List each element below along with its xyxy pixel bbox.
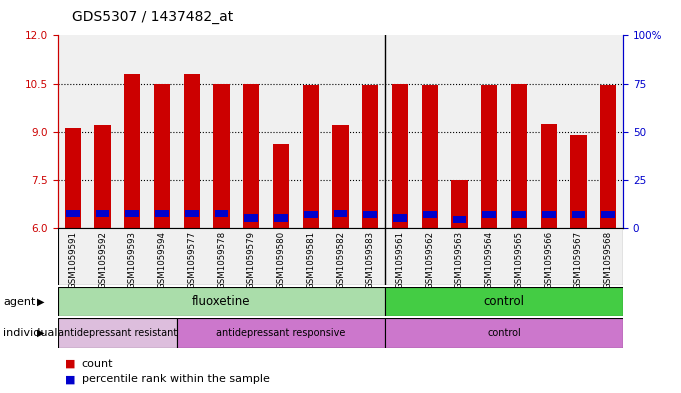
- Text: antidepressant resistant: antidepressant resistant: [58, 328, 177, 338]
- Text: count: count: [82, 358, 113, 369]
- Text: GDS5307 / 1437482_at: GDS5307 / 1437482_at: [72, 10, 233, 24]
- Bar: [58, 318, 177, 348]
- Text: agent: agent: [3, 297, 36, 307]
- Bar: [511, 83, 527, 228]
- Bar: [453, 216, 466, 223]
- Text: GSM1059583: GSM1059583: [366, 231, 375, 289]
- Bar: [423, 211, 437, 219]
- Text: GSM1059594: GSM1059594: [157, 231, 167, 289]
- Text: antidepressant responsive: antidepressant responsive: [217, 328, 346, 338]
- Bar: [482, 211, 496, 219]
- Bar: [66, 209, 80, 217]
- Bar: [125, 209, 139, 217]
- Text: ■: ■: [65, 358, 75, 369]
- Bar: [392, 83, 408, 228]
- Bar: [570, 135, 586, 228]
- Bar: [304, 211, 318, 219]
- Bar: [481, 85, 497, 228]
- Bar: [244, 215, 258, 222]
- Bar: [184, 74, 200, 228]
- Text: GSM1059580: GSM1059580: [276, 231, 285, 289]
- Text: GSM1059565: GSM1059565: [514, 231, 524, 289]
- Bar: [95, 125, 111, 228]
- Bar: [571, 211, 586, 219]
- Bar: [393, 215, 407, 222]
- Bar: [385, 287, 623, 316]
- Text: GSM1059561: GSM1059561: [396, 231, 405, 289]
- Text: GSM1059581: GSM1059581: [306, 231, 315, 289]
- Bar: [385, 318, 623, 348]
- Bar: [65, 129, 81, 228]
- Bar: [155, 209, 169, 217]
- Bar: [541, 124, 557, 228]
- Text: ▶: ▶: [37, 328, 45, 338]
- Bar: [215, 209, 228, 217]
- Text: GSM1059592: GSM1059592: [98, 231, 107, 289]
- Text: GSM1059591: GSM1059591: [68, 231, 77, 289]
- Text: control: control: [484, 295, 524, 308]
- Bar: [243, 83, 259, 228]
- Bar: [512, 211, 526, 219]
- Text: GSM1059566: GSM1059566: [544, 231, 553, 289]
- Bar: [95, 209, 110, 217]
- Bar: [124, 74, 140, 228]
- Text: GSM1059563: GSM1059563: [455, 231, 464, 289]
- Bar: [600, 85, 616, 228]
- Bar: [185, 209, 199, 217]
- Bar: [542, 211, 556, 219]
- Text: individual: individual: [3, 328, 58, 338]
- Text: control: control: [487, 328, 521, 338]
- Bar: [154, 83, 170, 228]
- Bar: [302, 85, 319, 228]
- Text: GSM1059568: GSM1059568: [604, 231, 613, 289]
- Bar: [334, 209, 347, 217]
- Text: GSM1059564: GSM1059564: [485, 231, 494, 289]
- Text: ■: ■: [65, 374, 75, 384]
- Bar: [332, 125, 349, 228]
- Bar: [58, 287, 385, 316]
- Text: GSM1059579: GSM1059579: [247, 231, 256, 289]
- Bar: [452, 180, 468, 228]
- Bar: [213, 83, 229, 228]
- Bar: [363, 211, 377, 219]
- Text: GSM1059577: GSM1059577: [187, 231, 196, 289]
- Bar: [273, 145, 289, 228]
- Bar: [422, 85, 438, 228]
- Bar: [177, 318, 385, 348]
- Bar: [362, 85, 379, 228]
- Text: ▶: ▶: [37, 297, 45, 307]
- Text: percentile rank within the sample: percentile rank within the sample: [82, 374, 270, 384]
- Text: GSM1059562: GSM1059562: [425, 231, 434, 289]
- Text: fluoxetine: fluoxetine: [192, 295, 251, 308]
- Text: GSM1059582: GSM1059582: [336, 231, 345, 289]
- Bar: [274, 215, 288, 222]
- Bar: [601, 211, 615, 219]
- Text: GSM1059593: GSM1059593: [128, 231, 137, 289]
- Text: GSM1059578: GSM1059578: [217, 231, 226, 289]
- Text: GSM1059567: GSM1059567: [574, 231, 583, 289]
